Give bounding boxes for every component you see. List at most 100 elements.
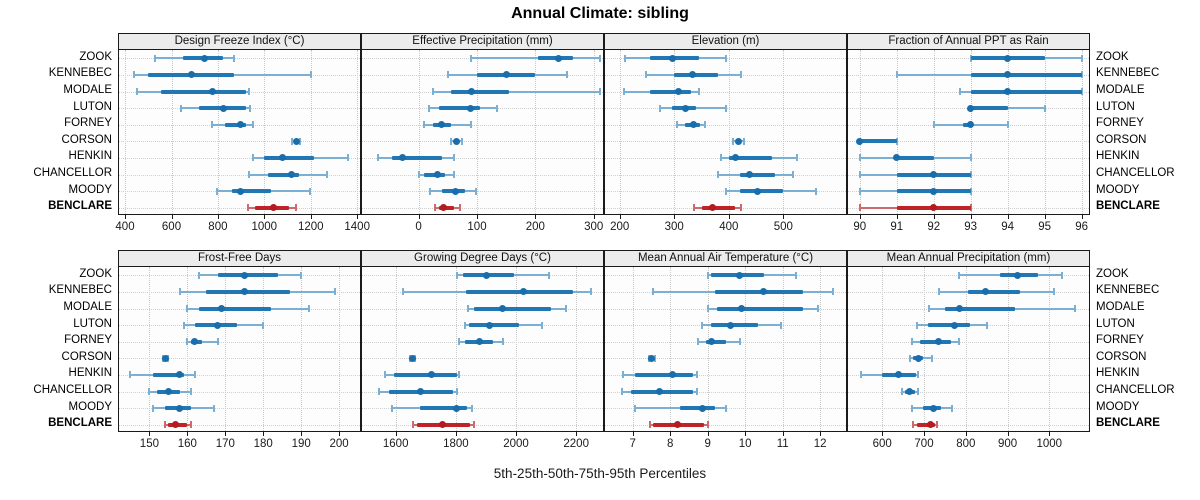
gridline-vertical [225, 267, 227, 431]
whisker-cap [693, 204, 696, 212]
median-dot [856, 137, 864, 145]
whisker-cap [461, 137, 464, 145]
gridline-vertical [728, 50, 730, 214]
median-dot [520, 288, 528, 296]
median-dot [287, 171, 295, 178]
median-dot [746, 171, 753, 178]
whisker-cap [452, 171, 455, 178]
axis-tick [670, 432, 672, 436]
axis-tick [418, 215, 420, 219]
whisker-cap [452, 154, 455, 162]
median-dot [240, 288, 248, 296]
gridline-horizontal [848, 391, 1089, 393]
axis-tick-label: 800 [208, 221, 228, 233]
whisker-cap [307, 305, 310, 312]
whisker-cap [1080, 71, 1083, 79]
whisker-cap [154, 54, 157, 62]
median-dot [1004, 88, 1012, 95]
row-label-left-corson: CORSON [61, 133, 112, 146]
gridline-horizontal [119, 58, 360, 60]
whisker-cap [216, 338, 219, 346]
row-label-left-moody: MOODY [68, 183, 112, 196]
bar-25th-75th [711, 323, 759, 328]
gridline-horizontal [119, 141, 360, 143]
gridline-vertical [477, 50, 478, 214]
whisker-cap [969, 204, 972, 212]
median-dot [191, 338, 199, 346]
row-label-left-modale: MODALE [63, 301, 112, 313]
whisker-cap [248, 171, 251, 178]
gridline-horizontal [605, 91, 846, 93]
median-dot [164, 388, 172, 395]
axis-tick [1081, 215, 1083, 219]
axis-tick-label: 95 [1038, 221, 1051, 233]
whisker-cap [429, 187, 432, 195]
axis-tick-label: 2200 [563, 438, 589, 450]
axis-tick-label: 96 [1075, 221, 1088, 233]
median-dot [930, 204, 938, 212]
axis-tick-label: 90 [853, 221, 867, 233]
whisker-cap [858, 187, 861, 195]
axis-tick-label: 1000 [1036, 438, 1063, 450]
panel-plot-frost-free-days [118, 266, 361, 432]
whisker-cap [501, 338, 504, 346]
median-dot [453, 404, 461, 412]
median-dot [688, 71, 696, 79]
whisker-cap [795, 154, 798, 162]
axis-tick-label: 190 [291, 438, 311, 450]
panel-strip-frost-free-days: Frost-Free Days [118, 250, 361, 267]
gridline-horizontal [848, 341, 1089, 343]
whisker-cap [1043, 104, 1046, 112]
axis-tick-label: 1200 [298, 221, 324, 233]
whisker-cap [951, 404, 953, 412]
gridline-horizontal [362, 174, 603, 176]
median-dot [172, 421, 180, 429]
gridline-vertical [1007, 267, 1009, 431]
axis-tick-label: 2000 [503, 438, 529, 450]
gridline-horizontal [605, 124, 846, 126]
percentiles-caption: 5th-25th-50th-75th-95th Percentiles [493, 466, 707, 481]
whisker-cap [211, 121, 214, 129]
whisker-cap [633, 404, 636, 412]
whisker-cap [858, 154, 861, 162]
row-label-right-luton: LUTON [1096, 317, 1135, 330]
bar-25th-75th [450, 89, 510, 94]
whisker-cap [1060, 271, 1063, 279]
gridline-vertical [418, 50, 420, 214]
gridline-vertical [783, 50, 785, 214]
panel-strip-elevation-m: Elevation (m) [604, 33, 847, 50]
whisker-cap [179, 104, 182, 112]
bar-25th-75th [715, 289, 804, 294]
bar-25th-75th [970, 72, 1082, 77]
whisker-cap [457, 371, 460, 379]
axis-tick [395, 432, 397, 436]
axis-tick-label: 500 [773, 221, 793, 233]
axis-tick-label: 800 [956, 438, 976, 450]
axis-tick [783, 215, 785, 219]
axis-tick [632, 432, 634, 436]
whisker-5th-95th [433, 90, 600, 93]
bar-25th-75th [217, 273, 279, 278]
whisker-cap [193, 371, 196, 379]
whisker-cap [190, 388, 193, 395]
whisker-5th-95th [187, 340, 218, 343]
whisker-cap [548, 271, 551, 279]
median-dot [451, 187, 459, 195]
axis-tick-label: 400 [115, 221, 135, 233]
axis-tick [707, 432, 709, 436]
axis-tick [970, 215, 972, 219]
whisker-cap [648, 421, 651, 429]
axis-tick-label: 7 [629, 438, 636, 450]
gridline-horizontal [119, 424, 360, 426]
whisker-cap [249, 104, 252, 112]
whisker-cap [212, 404, 215, 412]
gridline-horizontal [605, 391, 846, 393]
whisker-cap [251, 121, 254, 129]
median-dot [218, 305, 225, 312]
panel-strip-design-freeze-index-c: Design Freeze Index (°C) [118, 33, 361, 50]
row-label-left-chancellor: CHANCELLOR [33, 167, 112, 179]
median-dot [648, 354, 655, 362]
median-dot [433, 171, 441, 178]
whisker-cap [598, 88, 601, 95]
median-dot [214, 321, 222, 329]
